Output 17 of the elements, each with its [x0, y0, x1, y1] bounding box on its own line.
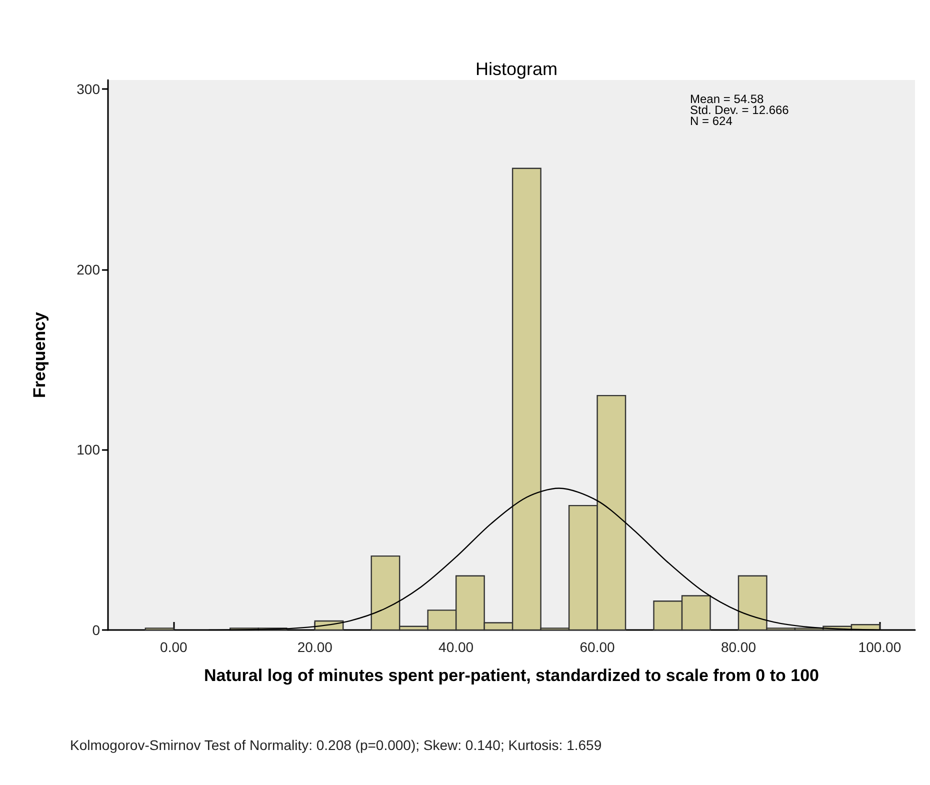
x-tick-label: 100.00	[858, 639, 902, 655]
x-tick-label: 40.00	[438, 639, 474, 655]
x-axis-title: Natural log of minutes spent per-patient, standardized to scale from 0 to 100	[204, 666, 819, 685]
x-tick-label: 60.00	[580, 639, 616, 655]
chart-title: Histogram	[475, 59, 558, 79]
y-tick-label: 200	[76, 261, 100, 278]
x-tick-label: 0.00	[160, 639, 188, 655]
x-tick-label: 80.00	[720, 639, 756, 655]
annotation: N = 624	[690, 114, 733, 128]
y-tick-label: 300	[76, 81, 100, 98]
text: Kolmogorov-Smirnov Test of Normality: 0.208 (p=0.000); Skew: 0.140; Kurtosis: 1.659	[70, 737, 602, 753]
annotation: Mean = 54.58	[690, 92, 764, 106]
y-tick-label: 0	[92, 622, 100, 638]
y-axis-title: Frequency	[30, 311, 49, 398]
y-tick-label: 100	[76, 442, 100, 458]
x-tick-label: 20.00	[297, 639, 333, 655]
annotation: Std. Dev. = 12.666	[690, 103, 790, 117]
